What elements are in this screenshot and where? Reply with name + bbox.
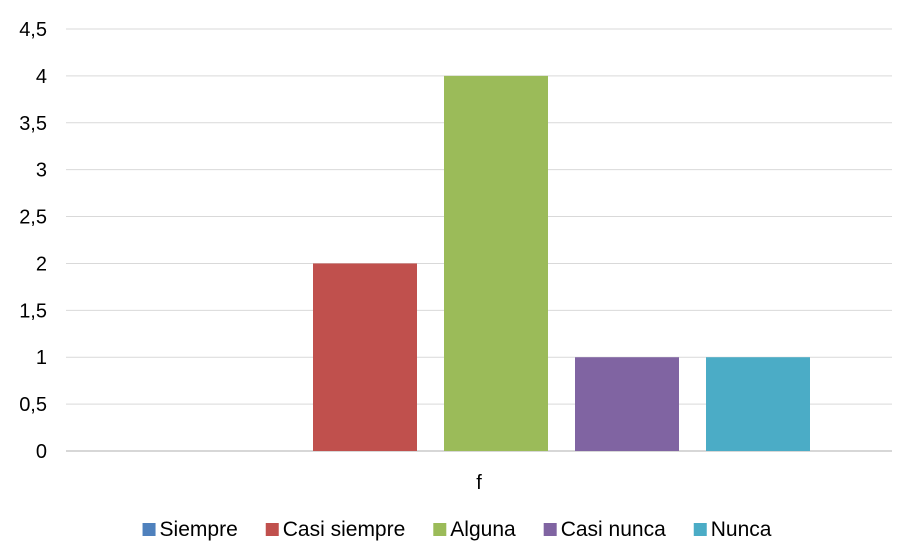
legend-label: Nunca <box>711 518 772 541</box>
legend-swatch <box>693 523 707 536</box>
bar-casi-nunca <box>575 357 679 451</box>
legend-label: Casi siempre <box>283 518 406 541</box>
y-tick-label: 4,5 <box>19 19 47 41</box>
x-category-label: f <box>476 472 482 494</box>
bar-alguna <box>444 75 548 451</box>
bar-casi-siempre <box>313 263 417 451</box>
y-axis: 0 0,5 1 1,5 2 2,5 3 3,5 4 4,5 <box>19 19 47 463</box>
legend-item-nunca: Nunca <box>693 518 772 541</box>
y-tick-label: 2,5 <box>19 207 47 229</box>
x-axis: f <box>476 472 482 494</box>
y-tick-label: 1 <box>36 347 47 369</box>
y-tick-label: 0,5 <box>19 394 47 416</box>
legend: Siempre Casi siempre Alguna Casi nunca Nunca <box>142 518 772 541</box>
y-tick-label: 1,5 <box>19 300 47 322</box>
legend-item-siempre: Siempre <box>142 518 238 541</box>
legend-label: Casi nunca <box>561 518 666 541</box>
legend-label: Alguna <box>450 518 516 541</box>
y-tick-label: 3,5 <box>19 113 47 135</box>
legend-swatch <box>265 523 279 536</box>
y-tick-label: 0 <box>36 441 47 463</box>
legend-swatch <box>543 523 557 536</box>
y-tick-label: 3 <box>36 160 47 182</box>
legend-item-casi-siempre: Casi siempre <box>265 518 406 541</box>
y-tick-label: 2 <box>36 253 47 275</box>
legend-item-casi-nunca: Casi nunca <box>543 518 666 541</box>
legend-swatch <box>433 523 447 536</box>
legend-swatch <box>142 523 156 536</box>
y-tick-label: 4 <box>36 66 47 88</box>
legend-item-alguna: Alguna <box>433 518 516 541</box>
legend-label: Siempre <box>160 518 238 541</box>
bars <box>313 75 810 451</box>
bar-nunca <box>706 357 810 451</box>
